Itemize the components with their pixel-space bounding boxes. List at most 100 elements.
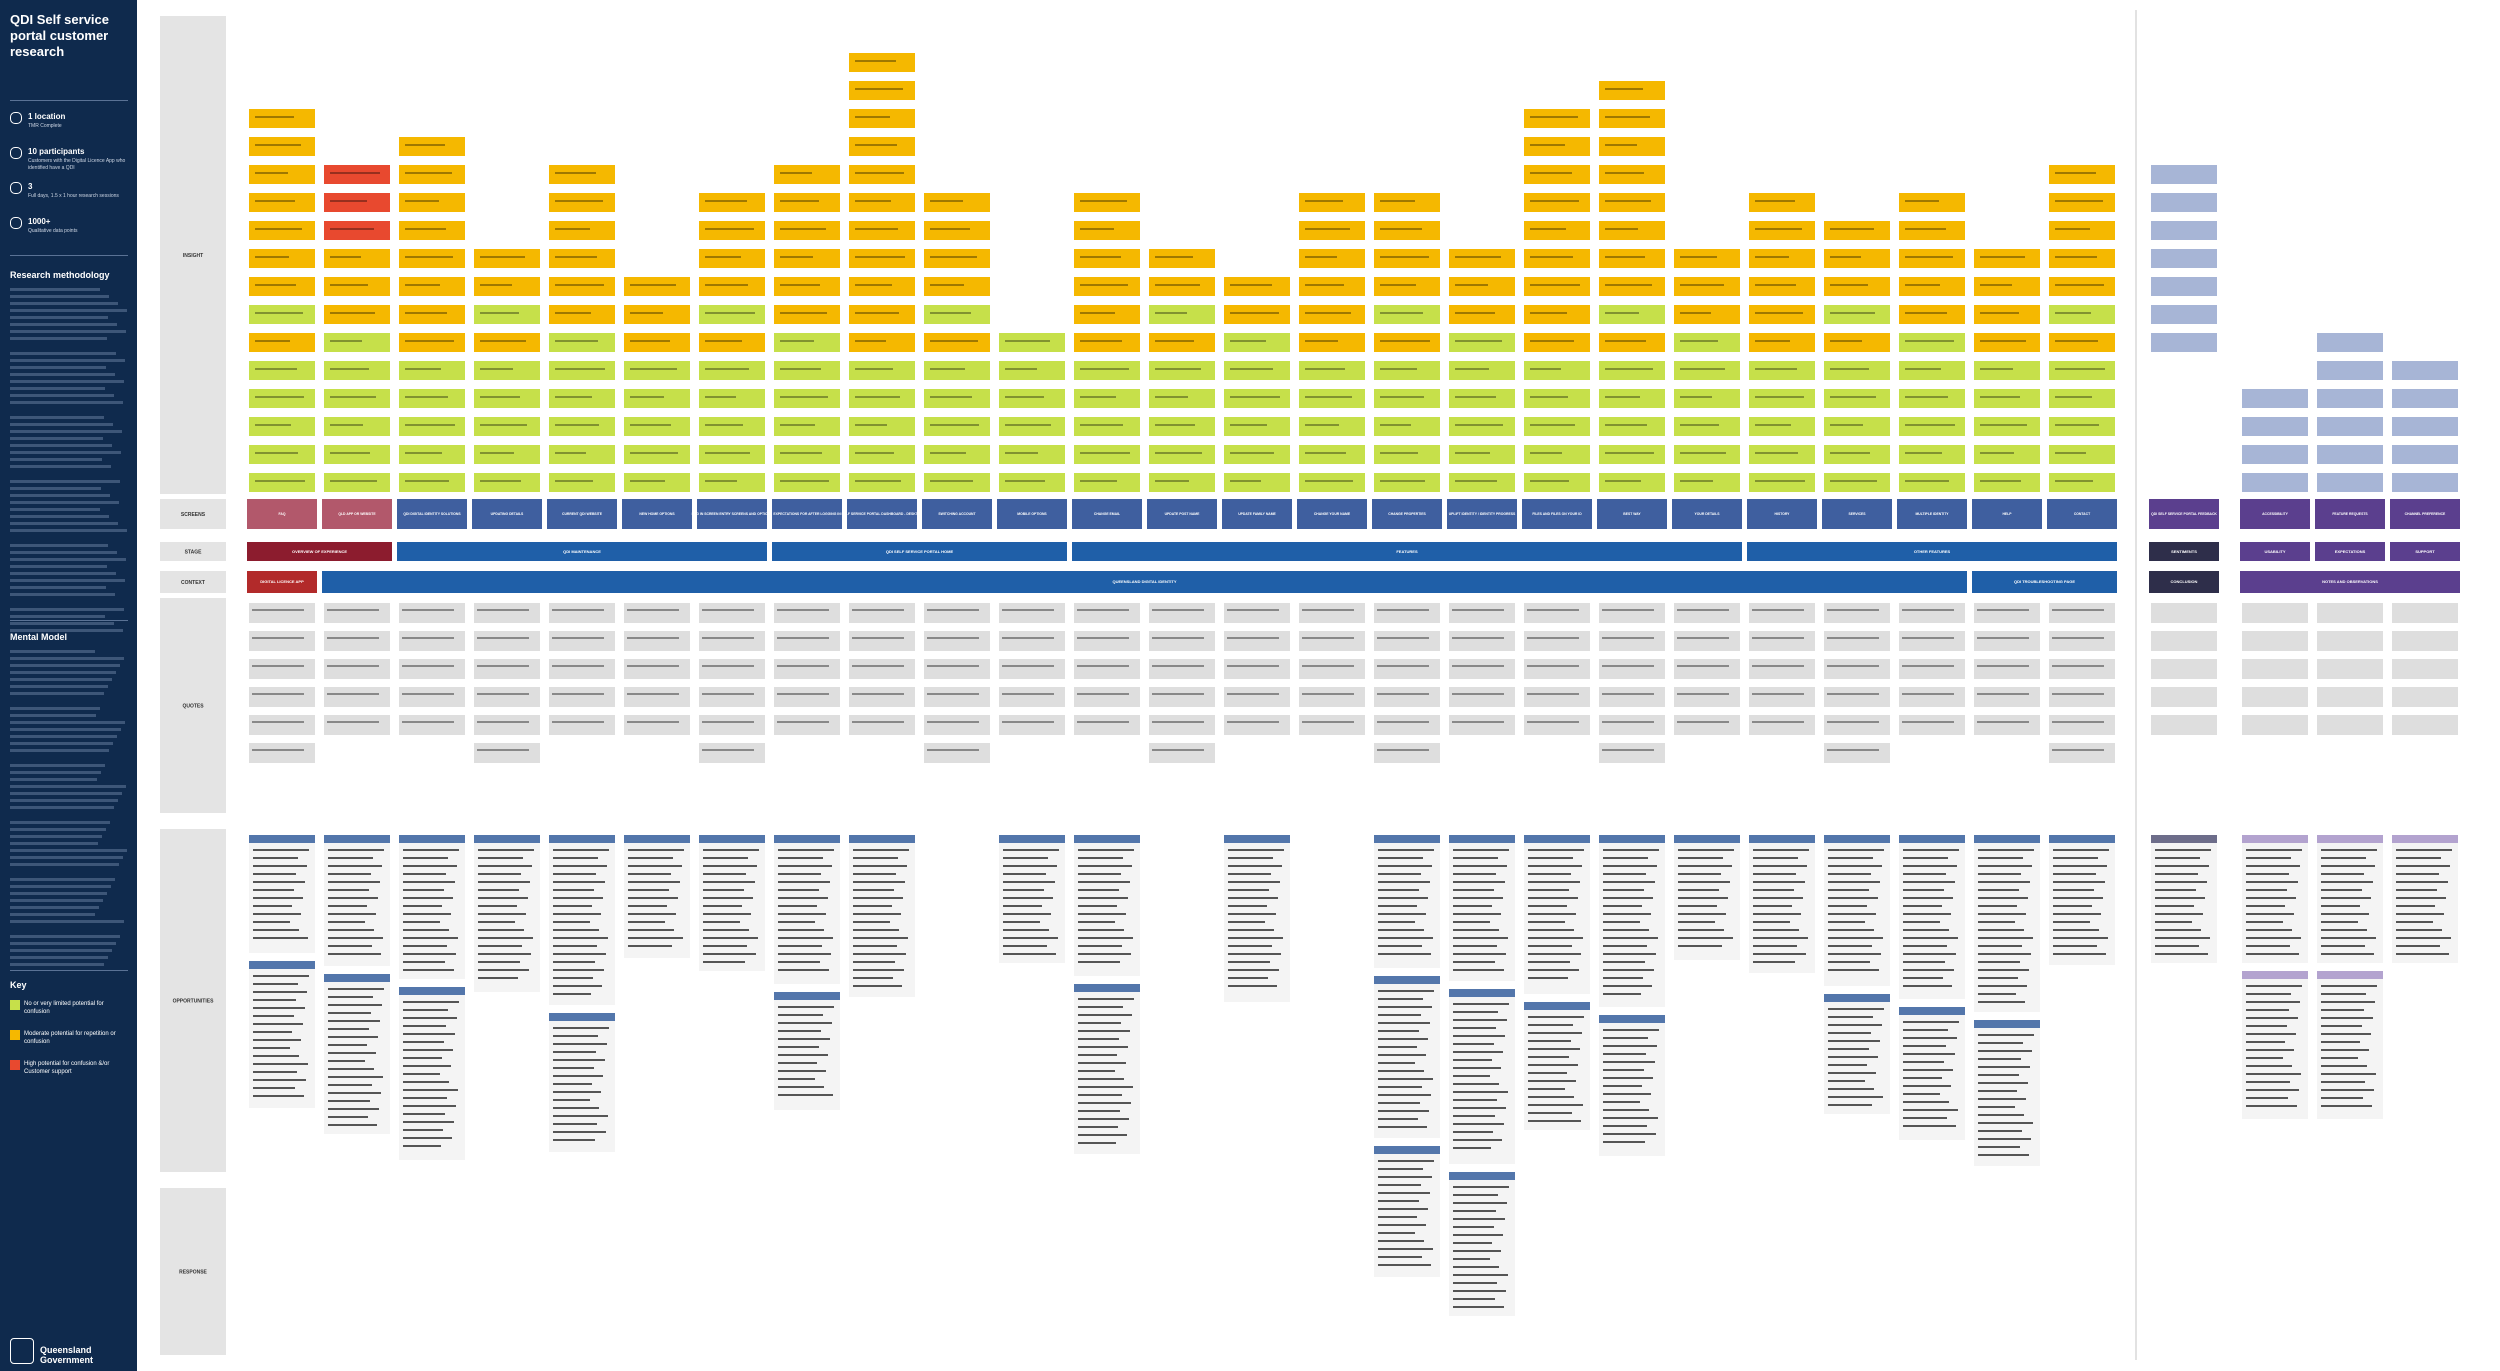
card-text (1678, 945, 1722, 947)
sticky-note (249, 389, 315, 408)
opportunity-card (399, 843, 465, 979)
opportunity-card-header (2317, 835, 2383, 843)
quote (1824, 659, 1890, 679)
note-text (1380, 424, 1411, 426)
note-text (1080, 368, 1129, 370)
card-text (1603, 1029, 1659, 1031)
sticky-note (1299, 361, 1365, 380)
sticky-note (2242, 473, 2308, 492)
sticky-note (1899, 249, 1965, 268)
note-text (330, 228, 374, 230)
opportunity-card-header (1524, 835, 1590, 843)
sticky-note (924, 389, 990, 408)
card-text (1603, 865, 1657, 867)
note-text (1530, 452, 1562, 454)
note-text (930, 200, 963, 202)
card-text (778, 937, 833, 939)
text-line (10, 316, 108, 319)
screen-header (1747, 499, 1817, 529)
quote (2242, 631, 2308, 651)
card-text (403, 1105, 456, 1107)
quote-text (327, 721, 379, 723)
quote (1524, 687, 1590, 707)
note-text (405, 424, 455, 426)
card-text (1678, 873, 1721, 875)
card-text (328, 1116, 368, 1118)
card-text (328, 953, 381, 955)
note-text (1755, 228, 1802, 230)
card-text (1978, 937, 2033, 939)
sticky-note (1449, 305, 1515, 324)
text-line (10, 878, 115, 881)
card-text (1378, 1176, 1432, 1178)
card-text (478, 913, 526, 915)
sticky-note (1524, 221, 1590, 240)
sticky-note (1674, 389, 1740, 408)
quote-text (1377, 609, 1429, 611)
note-text (255, 256, 289, 258)
card-text (1228, 857, 1273, 859)
text-line (10, 799, 118, 802)
sticky-note (474, 417, 540, 436)
note-text (930, 424, 979, 426)
screen-label: YOUR DETAILS (1695, 512, 1721, 516)
quote-text (1527, 665, 1579, 667)
card-text (1903, 1077, 1942, 1079)
card-text (1228, 985, 1277, 987)
note-text (1305, 368, 1345, 370)
sticky-note (1974, 333, 2040, 352)
quote (774, 687, 840, 707)
note-text (1080, 312, 1115, 314)
screen-header (1447, 499, 1517, 529)
note-text (2055, 452, 2086, 454)
sticky-note (1299, 333, 1365, 352)
sticky-note (1599, 333, 1665, 352)
card-text (2053, 905, 2092, 907)
quote (1824, 743, 1890, 763)
screen-label: CHANNEL PREFERENCE (2405, 512, 2446, 516)
opportunity-card-header (1749, 835, 1815, 843)
sticky-note (774, 165, 840, 184)
card-text (328, 889, 369, 891)
quote-text (1827, 693, 1879, 695)
card-text (2246, 985, 2302, 987)
opportunity-card (549, 843, 615, 1005)
card-text (1753, 881, 1805, 883)
card-text (2053, 889, 2094, 891)
card-text (703, 897, 753, 899)
card-text (553, 865, 607, 867)
card-text (553, 1099, 590, 1101)
quote (549, 659, 615, 679)
card-text (1978, 1058, 2021, 1060)
screen-label: MOBILE OPTIONS (1017, 512, 1047, 516)
card-text (778, 953, 831, 955)
card-text (1453, 1186, 1509, 1188)
quote-text (252, 637, 304, 639)
card-text (2053, 937, 2108, 939)
stage-label: FEATURES (1396, 549, 1418, 554)
note-text (480, 424, 527, 426)
card-text (1978, 1098, 2026, 1100)
card-text (853, 913, 901, 915)
sticky-note (1674, 445, 1740, 464)
note-text (2055, 340, 2098, 342)
card-text (1828, 1064, 1867, 1066)
card-text (703, 865, 757, 867)
card-text (2053, 913, 2101, 915)
key-label: Moderate potential for repetition or con… (24, 1031, 116, 1045)
card-text (1528, 865, 1582, 867)
card-text (1978, 1001, 2025, 1003)
card-text (1828, 873, 1871, 875)
opportunity-card (2317, 843, 2383, 963)
note-text (1605, 480, 1641, 482)
sticky-note (1374, 361, 1440, 380)
text-line (10, 330, 126, 333)
opportunity-card (1749, 843, 1815, 973)
card-text (1528, 849, 1584, 851)
sticky-note (999, 333, 1065, 352)
quote-text (1527, 721, 1579, 723)
card-text (1003, 873, 1046, 875)
card-text (1978, 1066, 2030, 1068)
note-text (255, 480, 305, 482)
